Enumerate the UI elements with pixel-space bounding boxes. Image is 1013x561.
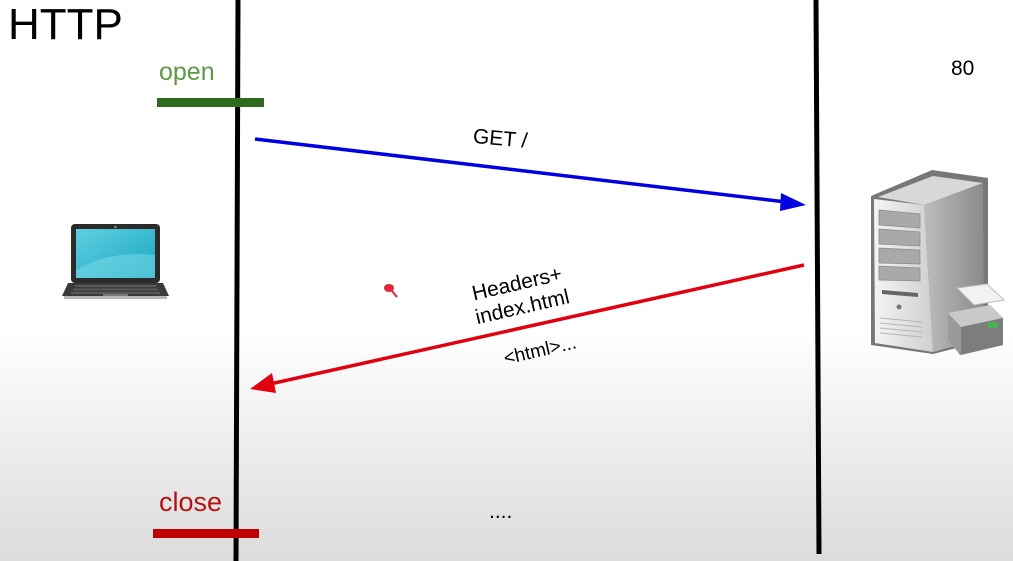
client-timeline xyxy=(233,0,241,561)
open-bar xyxy=(157,98,264,107)
response-arrowhead xyxy=(250,373,276,393)
page-title: HTTP xyxy=(8,0,123,49)
continuation-label: .... xyxy=(489,500,513,523)
laptop-icon xyxy=(62,224,169,299)
response-arrow xyxy=(269,263,805,386)
request-arrowhead xyxy=(780,193,806,211)
close-bar xyxy=(153,529,259,538)
server-timeline xyxy=(813,0,822,555)
open-label: open xyxy=(159,58,215,86)
request-arrow xyxy=(254,137,787,204)
pushpin-icon xyxy=(384,284,398,298)
port-label: 80 xyxy=(951,57,975,80)
close-label: close xyxy=(159,487,223,517)
server-tower-icon xyxy=(871,170,1006,355)
request-label: GET / xyxy=(472,125,529,153)
